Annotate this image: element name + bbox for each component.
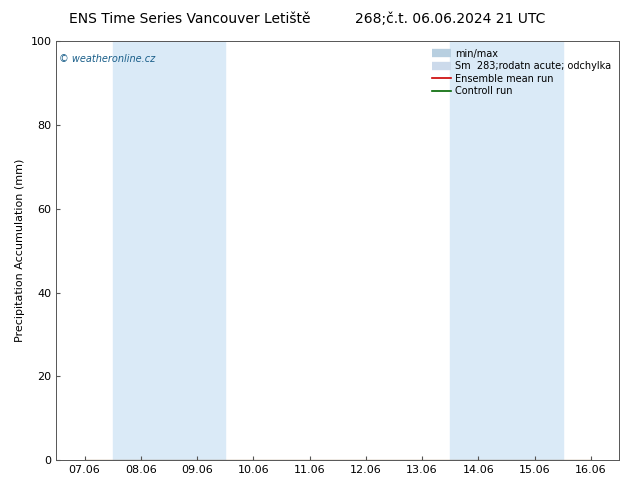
Y-axis label: Precipitation Accumulation (mm): Precipitation Accumulation (mm) <box>15 159 25 343</box>
Legend: min/max, Sm  283;rodatn acute; odchylka, Ensemble mean run, Controll run: min/max, Sm 283;rodatn acute; odchylka, … <box>429 46 614 99</box>
Text: ENS Time Series Vancouver Letiště: ENS Time Series Vancouver Letiště <box>70 12 311 26</box>
Bar <box>450 41 507 460</box>
Text: © weatheronline.cz: © weatheronline.cz <box>59 53 155 64</box>
Bar <box>169 41 225 460</box>
Bar <box>507 41 563 460</box>
Bar <box>113 41 169 460</box>
Text: 268;č.t. 06.06.2024 21 UTC: 268;č.t. 06.06.2024 21 UTC <box>355 12 545 26</box>
